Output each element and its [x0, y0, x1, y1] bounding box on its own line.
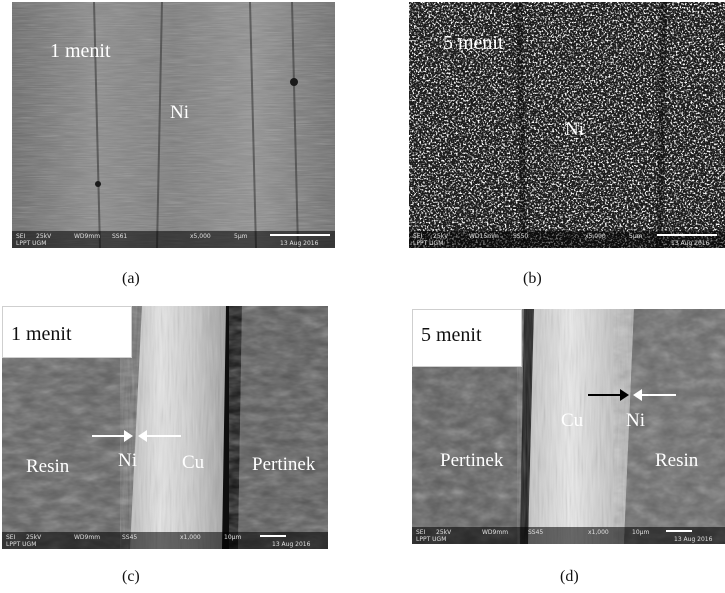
overlay-time-c: 1 menit	[11, 323, 72, 345]
sem-databar-d: SEI 25kV WD9mm SS45 x1,000 10µm LPPT UGM…	[412, 527, 725, 544]
sem-texture-d	[412, 309, 725, 544]
label-pertinek-d: Pertinek	[440, 450, 504, 471]
sem-databar-c: SEI 25kV WD9mm SS45 x1,000 10µm LPPT UGM…	[2, 532, 328, 549]
overlay-time-a: 1 menit	[50, 40, 111, 62]
sem-image-d: 5 menit Pertinek Cu Ni Resin SEI 25kV WD…	[412, 309, 725, 544]
overlay-box-c: 1 menit	[2, 306, 132, 358]
label-ni-a: Ni	[170, 102, 189, 123]
arrow-right-d	[588, 389, 629, 401]
sem-texture-b	[409, 2, 725, 248]
sem-image-b: 5 menit Ni SEI 25kV WD15mm SS50 x5,000 5…	[409, 2, 725, 248]
sem-texture-c	[2, 306, 328, 549]
label-ni-b: Ni	[565, 119, 584, 140]
scale-bar-b	[657, 234, 717, 236]
sem-image-c: 1 menit Resin Ni Cu Pertinek SEI 25kV WD…	[2, 306, 328, 549]
arrow-left-d	[633, 389, 676, 401]
sem-databar-a: SEI 25kV WD9mm SS61 x5,000 5µm LPPT UGM …	[12, 231, 335, 248]
overlay-box-d: 5 menit	[412, 309, 522, 367]
sem-texture-a	[12, 2, 335, 248]
caption-c: (c)	[122, 568, 140, 585]
scale-bar-a	[270, 234, 330, 236]
caption-d: (d)	[560, 568, 579, 585]
overlay-time-d: 5 menit	[421, 324, 482, 346]
overlay-time-b: 5 menit	[443, 32, 504, 54]
arrow-right-c	[92, 430, 133, 442]
label-ni-c: Ni	[118, 450, 137, 471]
arrow-left-c	[138, 430, 181, 442]
sem-image-a: 1 menit Ni SEI 25kV WD9mm SS61 x5,000 5µ…	[12, 2, 335, 248]
label-cu-c: Cu	[182, 452, 205, 473]
label-cu-d: Cu	[561, 410, 584, 431]
label-resin-c: Resin	[26, 456, 70, 477]
label-pertinek-c: Pertinek	[252, 454, 316, 475]
label-resin-d: Resin	[655, 450, 699, 471]
scale-bar-c	[260, 535, 286, 537]
sem-databar-b: SEI 25kV WD15mm SS50 x5,000 5µm LPPT UGM…	[409, 231, 725, 248]
caption-a: (a)	[122, 270, 140, 287]
scale-bar-d	[666, 530, 692, 532]
caption-b: (b)	[523, 270, 542, 287]
label-ni-d: Ni	[626, 410, 645, 431]
